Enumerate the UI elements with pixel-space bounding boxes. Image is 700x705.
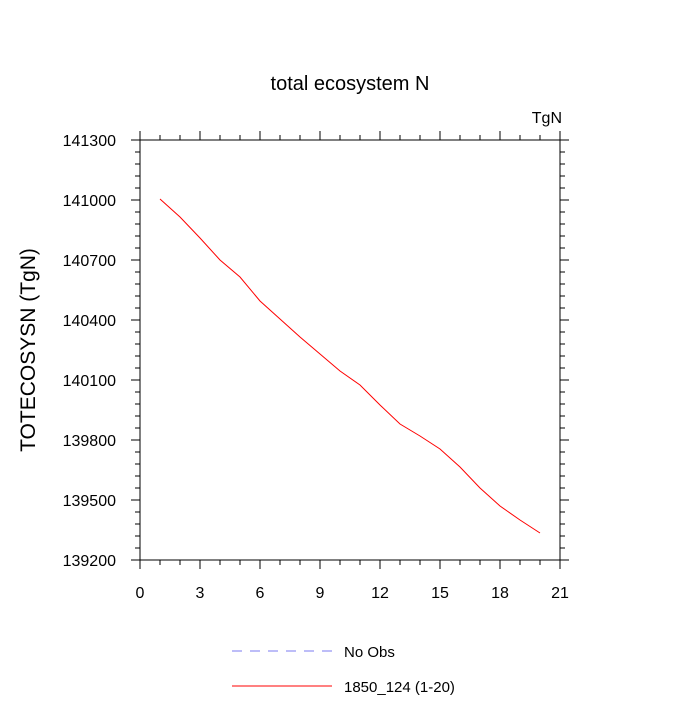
axis-ticks: 0 3 6 9 12 15 18 21 139200 139500 139800 140100 1404… [63, 131, 569, 602]
units-label: TgN [532, 110, 562, 127]
chart-title: total ecosystem N [271, 73, 430, 95]
y-tick-label: 141300 [63, 133, 116, 150]
y-tick-label: 141000 [63, 193, 116, 210]
y-tick-label: 140400 [63, 313, 116, 330]
x-tick-label: 6 [256, 585, 265, 602]
y-tick-label: 140700 [63, 253, 116, 270]
y-tick-label: 139200 [63, 553, 116, 570]
y-tick-label: 139500 [63, 493, 116, 510]
y-axis-label: TOTECOSYSN (TgN) [17, 248, 40, 452]
x-tick-label: 18 [491, 585, 509, 602]
plot-frame [139, 139, 561, 561]
y-tick-label: 139800 [63, 433, 116, 450]
series-lines [159, 198, 541, 534]
x-tick-label: 15 [431, 585, 449, 602]
x-tick-label: 3 [196, 585, 205, 602]
legend: No Obs 1850_124 (1-20) [232, 644, 455, 696]
x-tick-label: 9 [316, 585, 325, 602]
x-tick-label: 21 [551, 585, 569, 602]
y-tick-label: 140100 [63, 373, 116, 390]
x-tick-label: 0 [136, 585, 145, 602]
x-tick-label: 12 [371, 585, 389, 602]
legend-label: 1850_124 (1-20) [344, 679, 455, 696]
legend-label: No Obs [344, 644, 395, 661]
series-line [159, 198, 541, 534]
